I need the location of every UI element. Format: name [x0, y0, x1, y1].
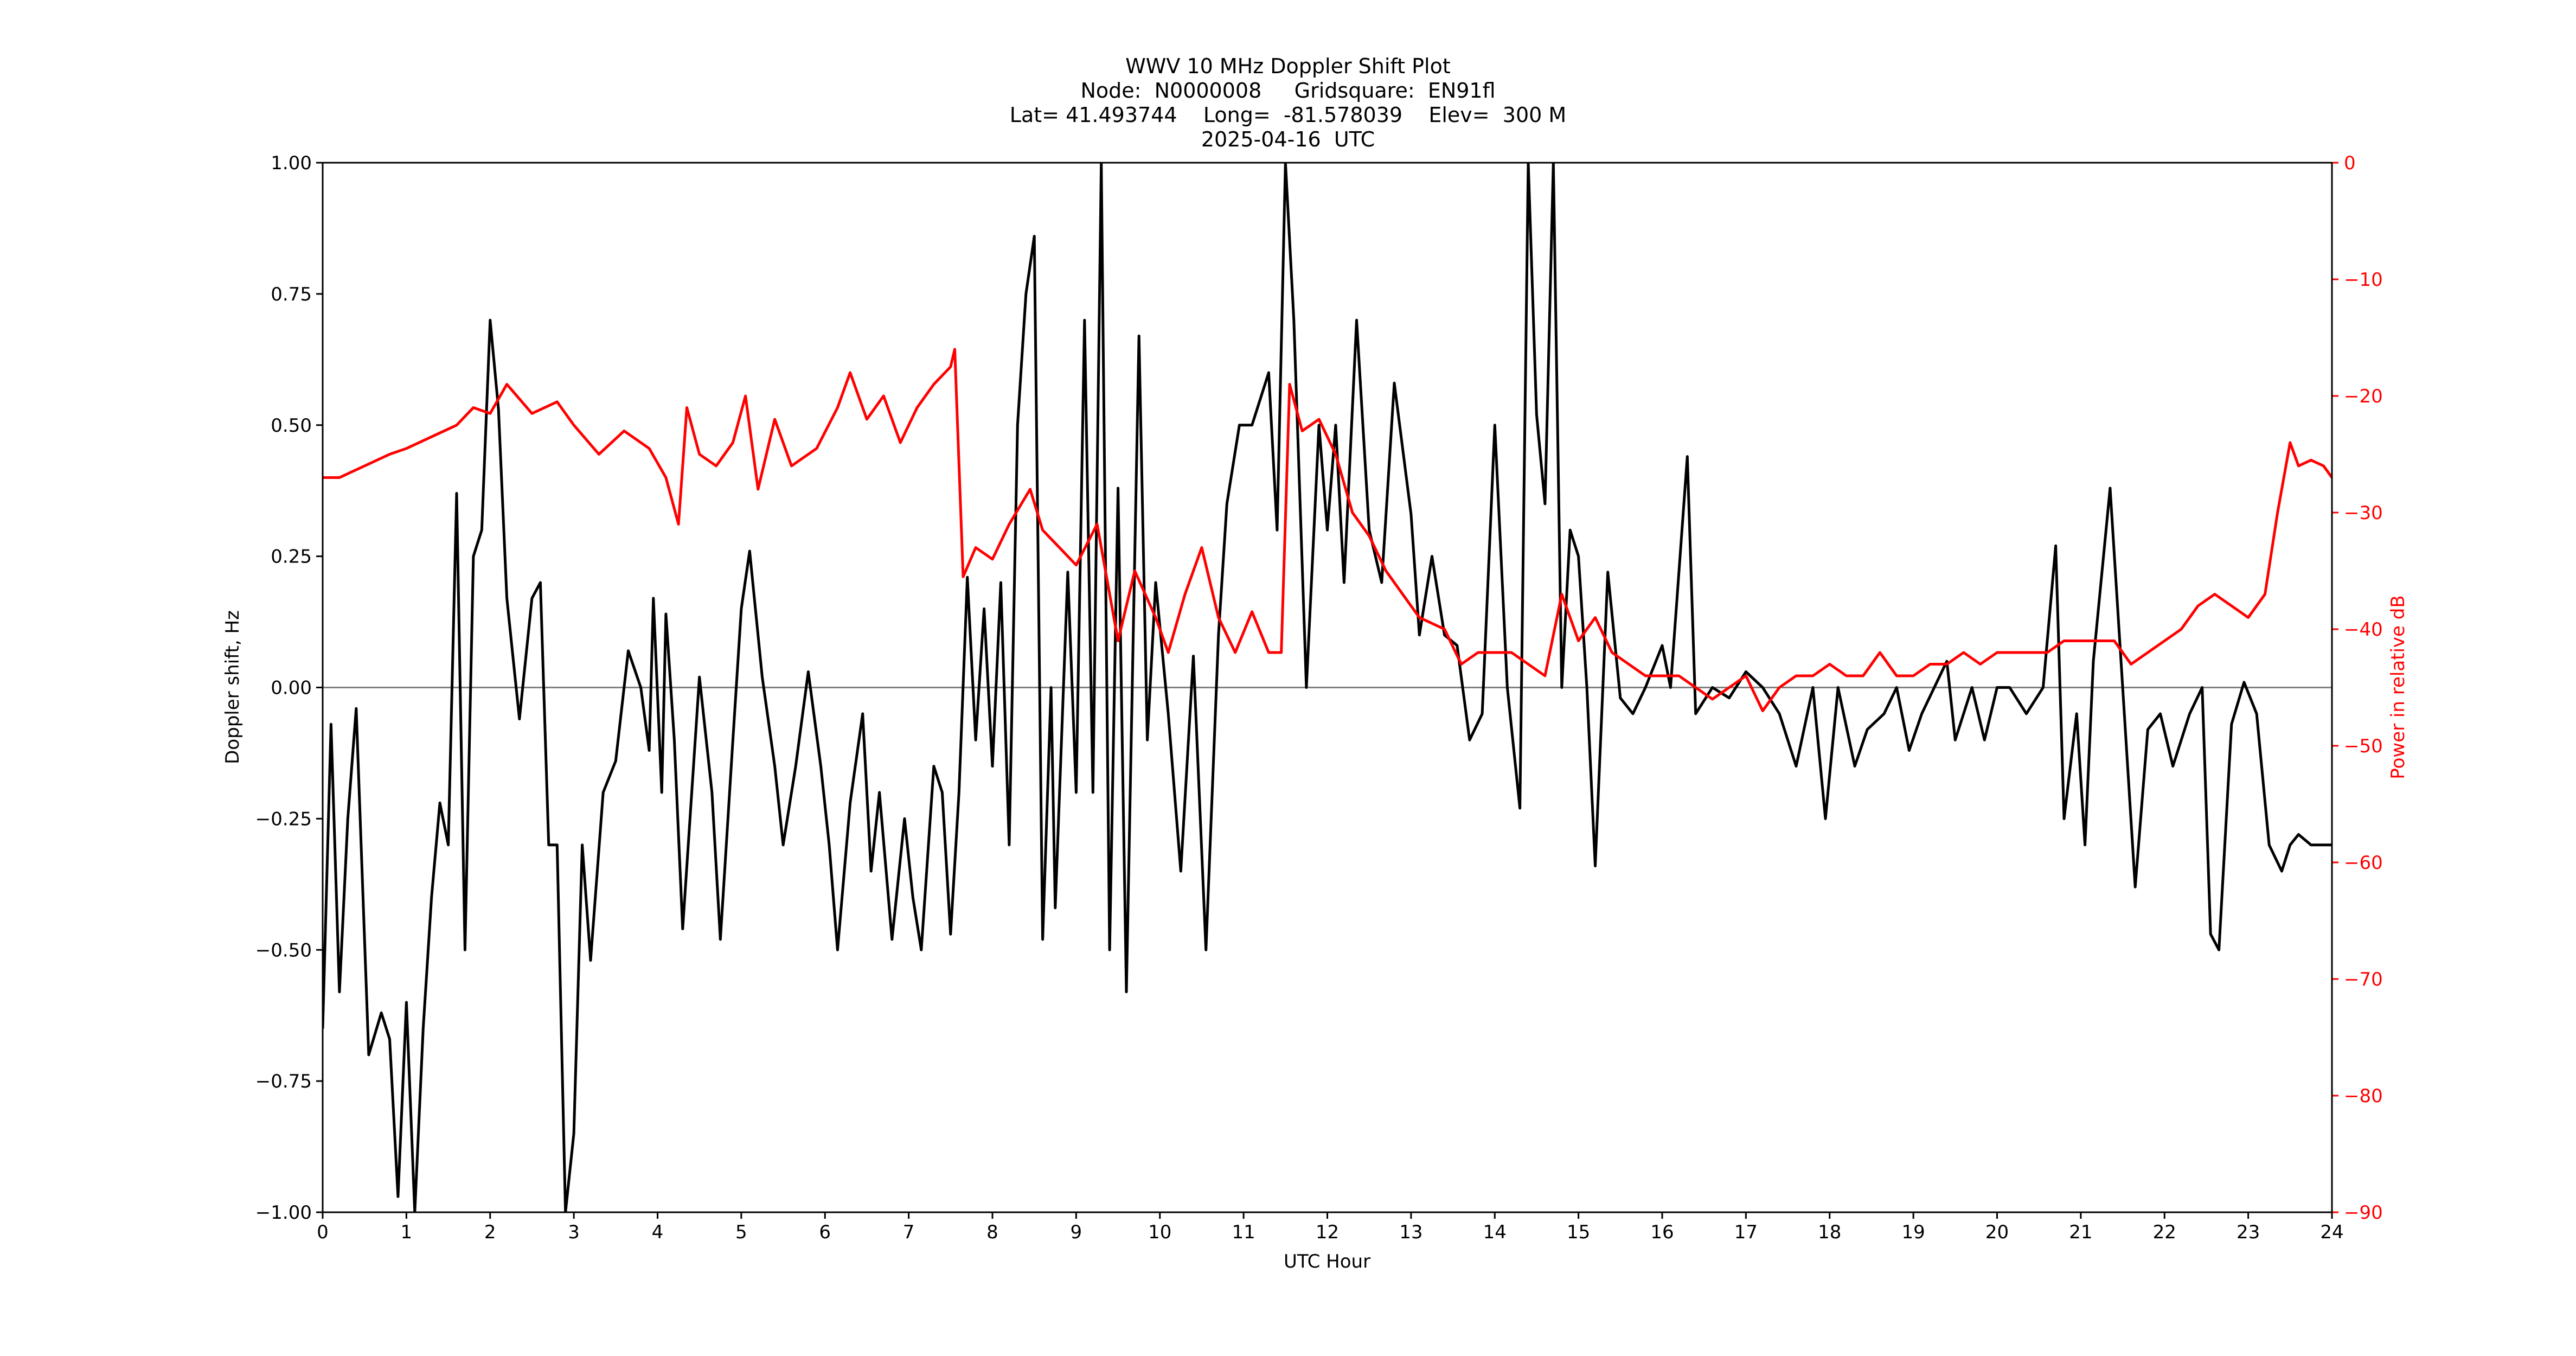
y-tick-label: −0.25 — [255, 808, 312, 830]
y2-tick-label: −80 — [2344, 1085, 2383, 1107]
y-tick-label: −0.50 — [255, 939, 312, 961]
x-tick-label: 4 — [652, 1221, 664, 1243]
x-tick-label: 3 — [568, 1221, 580, 1243]
x-tick-label: 12 — [1316, 1221, 1339, 1243]
x-tick-label: 10 — [1148, 1221, 1171, 1243]
x-tick-label: 9 — [1071, 1221, 1082, 1243]
y2-tick-label: −40 — [2344, 619, 2383, 641]
y2-tick-label: −20 — [2344, 386, 2383, 407]
y-tick-label: −0.75 — [255, 1071, 312, 1092]
y-tick-label: 0.75 — [271, 284, 312, 305]
x-tick-label: 5 — [735, 1221, 747, 1243]
y2-tick-label: −10 — [2344, 269, 2383, 291]
y2-tick-label: −30 — [2344, 502, 2383, 524]
x-tick-label: 1 — [401, 1221, 413, 1243]
x-tick-label: 7 — [903, 1221, 915, 1243]
y2-tick-label: 0 — [2344, 152, 2356, 174]
y-tick-label: 0.00 — [271, 677, 312, 699]
x-tick-label: 0 — [317, 1221, 329, 1243]
x-tick-label: 13 — [1399, 1221, 1422, 1243]
x-tick-label: 19 — [1901, 1221, 1925, 1243]
x-tick-label: 8 — [986, 1221, 998, 1243]
doppler-shift-line — [323, 163, 2332, 1212]
y-tick-label: 1.00 — [271, 152, 312, 174]
x-tick-label: 15 — [1567, 1221, 1590, 1243]
y-tick-label: 0.50 — [271, 415, 312, 437]
y2-tick-label: −70 — [2344, 969, 2383, 990]
x-tick-label: 20 — [1985, 1221, 2009, 1243]
y2-tick-label: −50 — [2344, 735, 2383, 757]
power-line — [323, 348, 2332, 712]
y2-axis-label: Power in relative dB — [2387, 595, 2409, 779]
x-tick-label: 21 — [2069, 1221, 2092, 1243]
x-tick-label: 23 — [2237, 1221, 2260, 1243]
y2-tick-label: −90 — [2344, 1202, 2383, 1224]
title-line-4: 2025-04-16 UTC — [1201, 127, 1375, 151]
title-line-1: WWV 10 MHz Doppler Shift Plot — [1125, 54, 1451, 78]
y2-tick-label: −60 — [2344, 852, 2383, 874]
x-tick-label: 2 — [484, 1221, 496, 1243]
y-axis-label: Doppler shift, Hz — [222, 610, 243, 764]
plot-frame — [322, 162, 2333, 1213]
x-axis-label: UTC Hour — [1284, 1251, 1370, 1272]
y-tick-label: −1.00 — [255, 1202, 312, 1224]
x-tick-label: 6 — [819, 1221, 831, 1243]
x-tick-label: 24 — [2320, 1221, 2343, 1243]
x-tick-label: 22 — [2153, 1221, 2176, 1243]
title-line-2: Node: N0000008 Gridsquare: EN91fl — [1080, 79, 1496, 103]
y-tick-label: 0.25 — [271, 546, 312, 568]
x-tick-label: 11 — [1232, 1221, 1255, 1243]
x-tick-label: 14 — [1483, 1221, 1507, 1243]
x-tick-label: 16 — [1650, 1221, 1674, 1243]
x-tick-label: 17 — [1734, 1221, 1758, 1243]
chart-title: WWV 10 MHz Doppler Shift Plot Node: N000… — [0, 54, 2576, 152]
x-tick-label: 18 — [1818, 1221, 1841, 1243]
title-line-3: Lat= 41.493744 Long= -81.578039 Elev= 30… — [1009, 103, 1567, 127]
